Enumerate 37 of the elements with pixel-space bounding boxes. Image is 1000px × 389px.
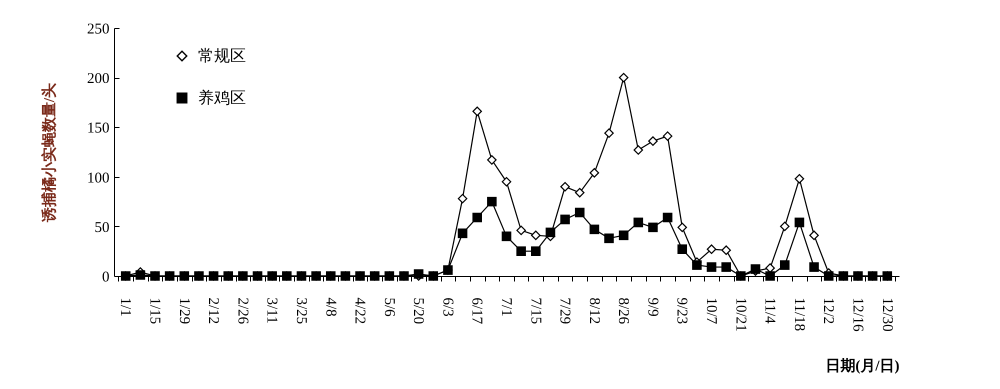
x-tick-label: 2/26 — [234, 298, 250, 325]
x-tick-label: 10/21 — [732, 298, 748, 332]
x-tick-label: 6/17 — [468, 298, 485, 325]
x-tick-label: 1/29 — [176, 298, 192, 324]
x-tick-label: 1/1 — [117, 298, 134, 317]
x-tick-label: 9/9 — [644, 298, 660, 317]
x-tick-label: 7/15 — [527, 298, 544, 324]
x-axis-title: 日期(月/日) — [825, 358, 900, 374]
x-tick-label: 9/23 — [674, 298, 690, 324]
x-tick-label: 6/3 — [439, 298, 456, 317]
x-tick-label: 5/20 — [410, 298, 426, 324]
x-tick-label: 1/15 — [146, 298, 163, 324]
x-tick-label: 11/4 — [762, 298, 778, 324]
y-tick-label: 150 — [87, 120, 110, 137]
x-tick-label: 7/1 — [498, 298, 514, 317]
y-tick-label: 200 — [87, 71, 110, 88]
x-tick-label: 2/12 — [205, 298, 222, 324]
y-tick-label: 250 — [87, 22, 110, 38]
x-tick-label: 5/6 — [380, 298, 397, 318]
y-tick-label: 0 — [102, 270, 110, 286]
x-tick-label: 3/25 — [292, 298, 309, 324]
x-tick-label: 8/26 — [615, 298, 632, 325]
y-tick-label: 50 — [94, 220, 110, 236]
x-tick-label: 7/29 — [556, 298, 573, 324]
x-tick-label: 12/2 — [820, 298, 836, 324]
x-tick-label: 3/11 — [264, 298, 280, 324]
x-tick-label: 10/7 — [703, 298, 720, 325]
x-tick-label: 12/16 — [849, 298, 866, 332]
y-axis-title: 诱捕橘小实蝇数量/头 — [40, 82, 58, 224]
x-tick-label: 4/22 — [352, 298, 368, 324]
legend-label: 养鸡区 — [198, 89, 246, 107]
x-tick-label: 11/18 — [790, 298, 807, 332]
legend-label: 常规区 — [198, 47, 246, 65]
y-tick-label: 100 — [87, 170, 110, 186]
x-tick-label: 4/8 — [322, 298, 338, 317]
x-tick-label: 8/12 — [586, 298, 602, 324]
x-tick-label: 12/30 — [878, 298, 895, 332]
